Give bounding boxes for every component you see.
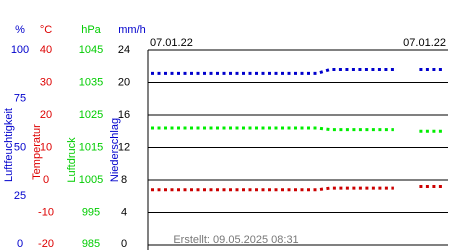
y-tick-label: 16: [118, 109, 130, 121]
y-tick-label: 8: [121, 174, 127, 186]
y-tick-label: 75: [14, 93, 26, 105]
series-line: [151, 68, 394, 75]
axis-unit: %: [15, 24, 25, 36]
y-tick-label: 24: [118, 44, 130, 56]
axis-unit: hPa: [81, 24, 101, 36]
y-tick-label: 25: [14, 190, 26, 202]
y-tick-label: 12: [118, 141, 130, 153]
y-tick-label: 100: [11, 44, 29, 56]
y-tick-label: -20: [38, 238, 54, 250]
y-tick-label: 1005: [79, 174, 103, 186]
y-tick-label: 10: [40, 141, 52, 153]
y-tick-label: 1035: [79, 76, 103, 88]
y-tick-label: 0: [121, 238, 127, 250]
series-line: [151, 186, 394, 192]
axis-unit: mm/h: [118, 24, 146, 36]
y-tick-label: 1015: [79, 141, 103, 153]
axis-unit: °C: [40, 24, 52, 36]
axis-label: Niederschlag: [109, 118, 121, 182]
axis-label: Luftdruck: [66, 137, 78, 183]
y-tick-label: 20: [40, 109, 52, 121]
y-tick-label: 995: [82, 206, 100, 218]
series-line: [151, 126, 394, 132]
date-label: 07.01.22: [403, 37, 446, 49]
y-tick-label: 30: [40, 76, 52, 88]
y-tick-label: 0: [17, 238, 23, 250]
y-tick-label: 1045: [79, 44, 103, 56]
y-tick-label: 4: [121, 206, 127, 218]
y-tick-label: 50: [14, 141, 26, 153]
axis-label: Temperatur: [31, 124, 43, 180]
date-label: 07.01.22: [150, 37, 193, 49]
axis-label: Luftfeuchtigkeit: [3, 108, 15, 182]
y-tick-label: 20: [118, 76, 130, 88]
y-tick-label: 1025: [79, 109, 103, 121]
footer: Erstellt: 09.05.2025 08:31: [173, 234, 298, 246]
y-tick-label: 40: [40, 44, 52, 56]
y-tick-label: 0: [43, 174, 49, 186]
y-tick-label: 985: [82, 238, 100, 250]
y-tick-label: -10: [38, 206, 54, 218]
